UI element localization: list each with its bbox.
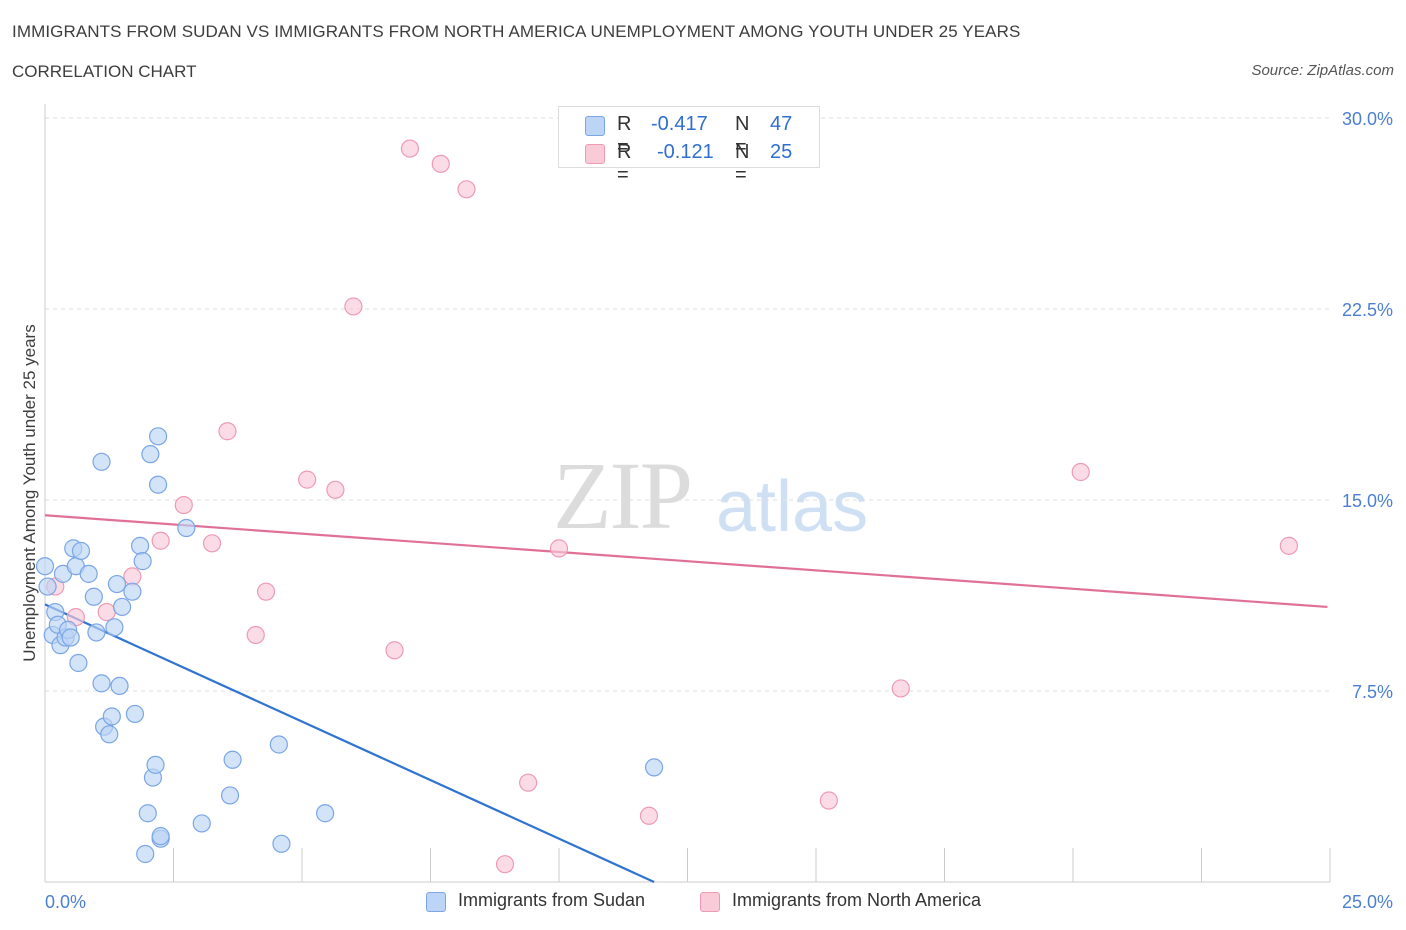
sudan-r-value: -0.417	[651, 113, 708, 135]
sudan-point	[130, 536, 150, 555]
sudan-point	[133, 552, 152, 571]
sudan-r-label: R =	[617, 113, 632, 158]
bottom-sudan-label: Immigrants from Sudan	[458, 890, 646, 910]
sudan-point	[100, 725, 119, 744]
north-america-point	[1279, 536, 1298, 555]
sudan-trendline	[44, 603, 655, 884]
sudan-point	[110, 676, 129, 696]
sudan-point	[84, 587, 103, 606]
north-america-point	[218, 422, 237, 441]
y-tick-label: 15.0%	[1342, 491, 1393, 511]
gridlines	[45, 117, 1330, 692]
sudan-point	[69, 653, 88, 673]
north-america-point	[400, 139, 420, 158]
north-america-point	[97, 602, 116, 622]
sudan-point	[105, 618, 124, 637]
sudan-point	[220, 786, 240, 805]
north-america-point	[174, 495, 193, 515]
north-america-point	[1071, 462, 1090, 482]
sudan-point	[148, 427, 168, 446]
sudan-point	[61, 628, 80, 647]
north-america-points	[46, 139, 1298, 874]
north-america-n-value: 25	[770, 141, 793, 163]
north-america-point	[123, 567, 142, 586]
north-america-point	[326, 480, 345, 499]
sudan-point	[223, 750, 242, 769]
north-america-point	[495, 855, 515, 874]
north-america-point	[819, 791, 838, 810]
bottom-na-swatch	[700, 892, 720, 912]
north-america-point	[256, 582, 276, 601]
north-america-point	[151, 531, 170, 550]
sudan-point	[102, 707, 121, 726]
north-america-point	[549, 539, 569, 558]
sudan-point	[92, 674, 111, 693]
north-america-point	[202, 534, 222, 553]
sudan-point	[644, 758, 664, 777]
sudan-n-value: 47	[770, 113, 793, 135]
sudan-point	[141, 445, 160, 464]
sudan-point	[125, 704, 145, 724]
sudan-point	[269, 735, 288, 754]
watermark-zip: ZIP	[553, 442, 693, 549]
sudan-point	[177, 518, 196, 538]
sudan-point	[35, 557, 55, 576]
y-tick-label: 30.0%	[1342, 109, 1393, 129]
sudan-point	[272, 834, 291, 853]
tick-labels: 7.5% 15.0% 22.5% 30.0% 0.0% 25.0%	[45, 109, 1393, 912]
y-axis-label: Unemployment Among Youth under 25 years	[20, 324, 39, 662]
north-america-point	[298, 470, 317, 489]
sudan-n-label: N =	[735, 113, 750, 158]
north-america-n-label: N =	[735, 141, 750, 186]
chart-title: IMMIGRANTS FROM SUDAN VS IMMIGRANTS FROM…	[12, 22, 1021, 41]
sudan-points	[35, 427, 664, 864]
sudan-point	[148, 475, 168, 494]
sudan-point	[138, 804, 157, 823]
north-america-point	[891, 679, 910, 698]
watermark-atlas: atlas	[716, 467, 869, 547]
chart-subtitle: CORRELATION CHART	[12, 62, 197, 81]
sudan-point	[38, 577, 57, 596]
sudan-point	[151, 827, 170, 846]
north-america-point	[457, 180, 476, 199]
sudan-point	[87, 623, 106, 642]
y-tick-label: 7.5%	[1352, 682, 1393, 702]
north-america-r-label: R =	[617, 141, 632, 186]
sudan-swatch	[585, 116, 605, 136]
sudan-point	[136, 844, 155, 864]
north-america-r-value: -0.121	[657, 141, 714, 163]
sudan-point	[92, 452, 111, 471]
sudan-point	[112, 597, 132, 617]
north-america-point	[246, 625, 265, 645]
north-america-point	[385, 641, 404, 660]
sudan-point	[316, 804, 335, 823]
x-tick-label-min: 0.0%	[45, 892, 86, 912]
north-america-point	[519, 773, 538, 792]
north-america-point	[431, 154, 450, 173]
y-tick-label: 22.5%	[1342, 300, 1393, 320]
sudan-point	[123, 582, 142, 601]
sudan-point	[71, 541, 91, 561]
sudan-point	[146, 755, 165, 774]
x-tick-label-max: 25.0%	[1342, 892, 1393, 912]
bottom-na-label: Immigrants from North America	[732, 890, 982, 910]
north-america-point	[344, 297, 363, 316]
sudan-point	[107, 574, 127, 594]
bottom-sudan-swatch	[426, 892, 446, 912]
source-label: Source: ZipAtlas.com	[1251, 62, 1394, 79]
north-america-trendline	[44, 514, 1328, 609]
north-america-swatch	[585, 144, 605, 164]
sudan-point	[79, 564, 98, 583]
north-america-point	[639, 806, 659, 825]
sudan-point	[192, 814, 211, 833]
correlation-legend: R = -0.417 N = 47 R = -0.121 N = 25	[558, 106, 820, 186]
axes	[44, 104, 1331, 883]
trendlines	[44, 514, 1328, 884]
